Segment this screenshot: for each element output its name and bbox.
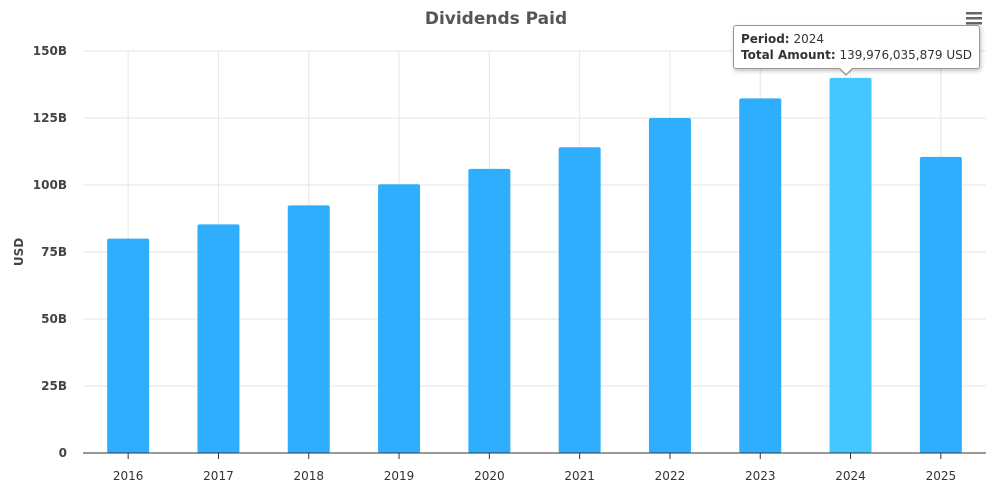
bar-2024[interactable] xyxy=(829,77,872,453)
y-tick-label: 150B xyxy=(33,44,67,58)
x-tick-label: 2023 xyxy=(745,469,776,483)
bar-2022[interactable] xyxy=(648,118,691,453)
y-tick-label: 100B xyxy=(33,178,67,192)
y-tick-label: 75B xyxy=(41,245,67,259)
tooltip-amount-row: Total Amount: 139,976,035,879 USD xyxy=(741,47,972,63)
x-axis-ticks: 2016 2017 2018 2019 2020 2021 2022 2023 2024 2025 xyxy=(113,453,956,483)
x-tick-label: 2020 xyxy=(474,469,505,483)
tooltip-period-row: Period: 2024 xyxy=(741,31,972,47)
tooltip-amount-value: 139,976,035,879 USD xyxy=(839,48,972,62)
bar-2021[interactable] xyxy=(558,147,601,453)
x-tick-label: 2018 xyxy=(293,469,324,483)
tooltip-period-label: Period: xyxy=(741,32,790,46)
x-tick-label: 2024 xyxy=(835,469,866,483)
bar-2018[interactable] xyxy=(287,205,330,453)
y-tick-label: 25B xyxy=(41,379,67,393)
tooltip-period-value: 2024 xyxy=(793,32,824,46)
hamburger-menu-icon[interactable] xyxy=(963,8,985,28)
chart-title: Dividends Paid xyxy=(425,9,567,29)
y-tick-label: 50B xyxy=(41,312,67,326)
y-tick-label: 0 xyxy=(59,446,67,460)
bar-tooltip: Period: 2024 Total Amount: 139,976,035,8… xyxy=(733,25,980,76)
bar-2025[interactable] xyxy=(919,156,962,454)
x-tick-label: 2025 xyxy=(926,469,957,483)
bar-2017[interactable] xyxy=(197,224,240,453)
bar-2019[interactable] xyxy=(378,184,421,454)
bar-2016[interactable] xyxy=(107,238,150,453)
x-tick-label: 2022 xyxy=(655,469,686,483)
bars xyxy=(107,77,962,454)
y-axis-ticks: 0 25B 50B 75B 100B 125B 150B xyxy=(33,44,67,460)
x-tick-label: 2021 xyxy=(564,469,595,483)
bar-2020[interactable] xyxy=(468,168,511,454)
x-tick-label: 2019 xyxy=(384,469,415,483)
bar-2023[interactable] xyxy=(739,98,782,453)
y-axis-label: USD xyxy=(12,238,26,266)
y-tick-label: 125B xyxy=(33,111,67,125)
x-tick-label: 2016 xyxy=(113,469,144,483)
tooltip-amount-label: Total Amount: xyxy=(741,48,836,62)
x-tick-label: 2017 xyxy=(203,469,234,483)
